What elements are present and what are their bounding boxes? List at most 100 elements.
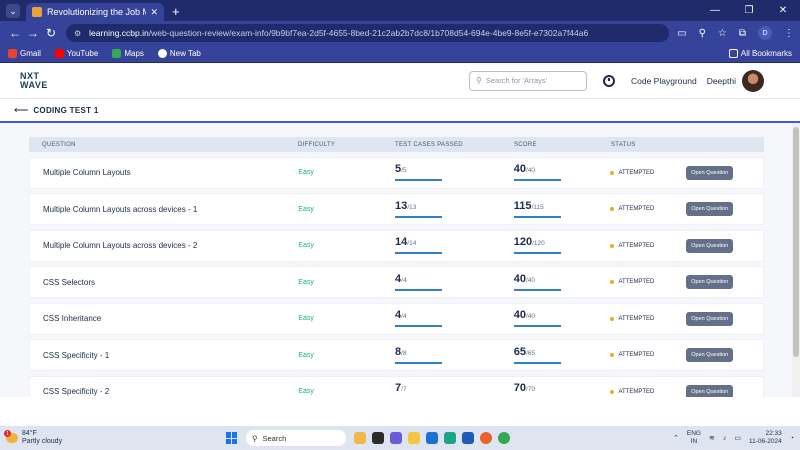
back-icon[interactable]: ← <box>9 26 21 40</box>
url-domain: learning.ccbp.in <box>89 28 149 38</box>
test-cases-total: /8 <box>401 349 407 357</box>
edge-icon[interactable] <box>444 432 456 444</box>
questions-table: QUESTION DIFFICULTY TEST CASES PASSED SC… <box>29 137 764 397</box>
bookmark-maps[interactable]: Maps <box>112 49 144 58</box>
status-dot-icon <box>610 280 615 284</box>
close-window-icon[interactable]: ✕ <box>778 5 788 16</box>
back-arrow-icon[interactable]: ⟵ <box>14 104 29 116</box>
globe-icon <box>157 49 167 58</box>
firefox-icon[interactable] <box>480 432 492 444</box>
reload-icon[interactable]: ↻ <box>45 26 57 40</box>
status-badge: ATTEMPTED <box>618 169 655 176</box>
teams-icon[interactable] <box>390 432 402 444</box>
difficulty-label: Easy <box>298 205 314 213</box>
scrollbar[interactable] <box>792 123 800 397</box>
bookmarks-bar: Gmail YouTube Maps New Tab All Bookmarks <box>0 45 800 63</box>
test-cases-total: /4 <box>401 313 407 320</box>
cast-icon[interactable]: ▭ <box>677 27 687 39</box>
task-view-icon[interactable] <box>372 432 384 444</box>
header-difficulty: DIFFICULTY <box>298 141 336 148</box>
minimize-icon[interactable]: — <box>710 5 720 16</box>
search-icon: ⚲ <box>476 76 482 85</box>
user-name[interactable]: Deepthi <box>706 75 736 86</box>
scrollbar-thumb[interactable] <box>793 127 799 357</box>
close-tab-icon[interactable]: ✕ <box>150 6 158 17</box>
bookmark-gmail[interactable]: Gmail <box>8 49 41 58</box>
mail-icon[interactable] <box>462 432 474 444</box>
status-dot-icon <box>610 316 615 321</box>
score-value: 40 <box>513 272 526 285</box>
copilot-icon[interactable] <box>354 432 366 444</box>
difficulty-label: Easy <box>298 315 314 322</box>
avatar[interactable] <box>742 69 764 92</box>
file-explorer-icon[interactable] <box>408 432 420 444</box>
open-question-button[interactable]: Open Question <box>686 348 734 362</box>
table-row: CSS Specificity - 2 Easy 7/7 70/70 ATTEM… <box>29 375 764 397</box>
status-cell: ATTEMPTED <box>610 206 686 212</box>
taskbar-search[interactable]: ⚲ Search <box>246 430 346 446</box>
bookmark-star-icon[interactable]: ☆ <box>717 27 727 39</box>
open-question-button[interactable]: Open Question <box>686 165 734 180</box>
timer-icon[interactable] <box>603 74 615 87</box>
browser-menu-icon[interactable]: ⋮ <box>784 27 794 39</box>
open-question-button[interactable]: Open Question <box>686 311 734 326</box>
score-cell: 40/40 <box>513 310 611 327</box>
nxtwave-logo[interactable]: NXT WAVE <box>20 70 48 90</box>
site-info-icon[interactable]: ⚙ <box>74 28 82 38</box>
code-playground-link[interactable]: Code Playground <box>631 75 697 86</box>
bookmark-youtube[interactable]: YouTube <box>54 49 98 58</box>
score-progress-bar <box>513 179 561 181</box>
table-header: QUESTION DIFFICULTY TEST CASES PASSED SC… <box>29 137 764 152</box>
main-content: QUESTION DIFFICULTY TEST CASES PASSED SC… <box>0 123 800 397</box>
app-header: NXT WAVE ⚲ Search for 'Arrays' Code Play… <box>0 63 800 99</box>
maximize-icon[interactable]: ❐ <box>744 5 754 16</box>
tab-title: Revolutionizing the Job Market <box>47 7 147 17</box>
open-question-button[interactable]: Open Question <box>686 275 734 289</box>
forward-icon[interactable]: → <box>27 26 39 40</box>
notifications-icon[interactable]: ◔ <box>789 434 794 442</box>
all-bookmarks[interactable]: All Bookmarks <box>728 49 792 58</box>
status-cell: ATTEMPTED <box>610 316 686 322</box>
score-progress-bar <box>513 325 561 327</box>
tab-search-icon[interactable]: ⌄ <box>6 4 20 18</box>
language-indicator[interactable]: ENG IN <box>686 430 701 445</box>
test-cases-total: /13 <box>407 203 417 211</box>
new-tab-icon[interactable]: + <box>172 4 180 19</box>
test-cases-total: /7 <box>401 386 407 393</box>
table-row: CSS Specificity - 1 Easy 8/8 65/65 ATTEM… <box>29 339 764 371</box>
temperature: 84°F <box>22 430 37 437</box>
header-test-cases: TEST CASES PASSED <box>395 141 463 148</box>
test-cases-passed: 4 <box>395 309 402 321</box>
test-cases-progress-bar <box>395 215 443 218</box>
test-cases-progress-bar <box>395 179 443 181</box>
volume-icon[interactable]: ♪ <box>722 434 727 442</box>
browser-tab[interactable]: Revolutionizing the Job Market ✕ <box>26 3 164 21</box>
store-icon[interactable] <box>426 432 438 444</box>
status-cell: ATTEMPTED <box>610 279 686 285</box>
bookmark-new-tab[interactable]: New Tab <box>157 49 201 58</box>
url-input[interactable]: ⚙ learning.ccbp.in/web-question-review/e… <box>66 24 670 42</box>
table-row: Multiple Column Layouts across devices -… <box>29 193 764 225</box>
open-question-button[interactable]: Open Question <box>686 202 734 216</box>
score-cell: 120/120 <box>513 237 611 254</box>
test-cases-cell: 8/8 <box>395 346 514 364</box>
search-input[interactable]: ⚲ Search for 'Arrays' <box>469 70 587 91</box>
weather-widget[interactable]: 1 84°F Partly cloudy <box>4 430 226 446</box>
chevron-up-icon[interactable]: ⌃ <box>673 435 679 442</box>
wifi-icon[interactable]: ≋ <box>708 435 715 442</box>
windows-start-icon[interactable] <box>226 432 238 444</box>
extensions-icon[interactable]: ⧉ <box>738 27 746 39</box>
profile-avatar[interactable]: D <box>758 26 772 40</box>
clock[interactable]: 22:33 11-06-2024 <box>748 430 782 445</box>
battery-icon[interactable]: ▭ <box>734 435 741 442</box>
status-badge: ATTEMPTED <box>618 279 655 285</box>
open-question-button[interactable]: Open Question <box>686 384 734 397</box>
score-max: /65 <box>525 349 535 357</box>
zoom-icon[interactable]: ⚲ <box>698 27 706 39</box>
test-cases-passed: 13 <box>395 199 408 212</box>
header-status: STATUS <box>611 141 636 148</box>
score-cell: 40/40 <box>513 272 611 291</box>
score-cell: 115/115 <box>513 200 611 218</box>
open-question-button[interactable]: Open Question <box>686 238 734 253</box>
chrome-icon[interactable] <box>498 432 510 444</box>
